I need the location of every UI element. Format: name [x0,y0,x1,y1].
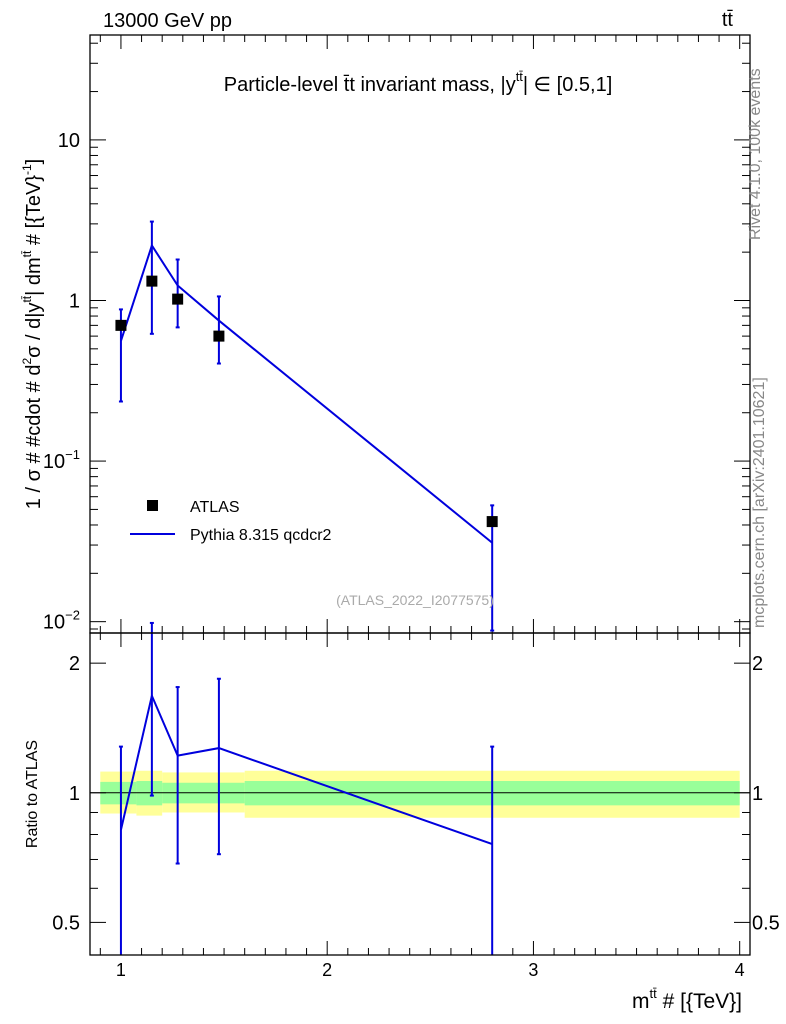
main-title-rest: | ∈ [0.5,1] [523,74,612,96]
atlas-data-point [213,330,225,342]
atlas-data-point [115,319,127,331]
ratio-plot-frame [89,632,751,956]
legend: ATLAS Pythia 8.315 qcdcr2 [130,499,332,544]
atlas-data-point [146,275,158,287]
ratio-y-tick-label-right: 2 [752,653,763,675]
legend-pythia-label: Pythia 8.315 qcdcr2 [190,527,332,544]
process-label: tt̄ [722,9,734,31]
main-plot-frame [89,34,751,634]
chart-marks [115,220,498,955]
main-y-tick-label: 10−2 [43,608,80,634]
energy-label: 13000 GeV pp [103,10,232,32]
ratio-bands [90,770,750,818]
x-tick-label: 1 [116,960,126,980]
ratio-y-tick-label-left: 0.5 [52,912,80,934]
ratio-mc-line [119,692,493,846]
mcplots-label: mcplots.cern.ch [arXiv:2401.10621] [751,377,768,628]
ratio-y-tick-label-right: 0.5 [752,912,780,934]
ratio-y-axis-label: Ratio to ATLAS [24,740,41,848]
main-y-tick-label: 1 [69,290,80,312]
ratio-y-tick-label-left: 2 [69,653,80,675]
atlas-data-point [486,516,498,528]
main-title-sup: tt̄ [516,69,524,84]
main-title-text: Particle-level t̄t invariant mass, |y [224,74,516,96]
ratio-y-tick-label-left: 1 [69,783,80,805]
x-tick-label: 4 [735,960,745,980]
main-mc-line [119,243,493,544]
main-y-tick-label: 10 [58,130,80,152]
axis-ticks: 1 2 3 4 10−2 10−1 1 10 0.5 0.5 1 1 2 2 [43,35,780,980]
analysis-watermark: (ATLAS_2022_I2077575) [336,592,494,608]
rivet-label: Rivet 4.1.0, 100k events [747,68,764,240]
x-tick-label: 2 [322,960,332,980]
x-tick-label: 3 [528,960,538,980]
ratio-y-tick-label-right: 1 [752,783,763,805]
main-y-axis-label: 1 / σ # #cdot # d2σ / d|ytt̄| dmtt̄ # [{… [20,159,45,509]
legend-atlas-marker [147,500,158,511]
atlas-data-point [172,293,184,305]
legend-atlas-label: ATLAS [190,499,240,516]
main-title: Particle-level t̄t invariant mass, |ytt̄… [224,69,613,96]
x-axis-label: mtt̄ # [{TeV}] [632,986,742,1013]
main-y-tick-label: 10−1 [43,447,80,473]
